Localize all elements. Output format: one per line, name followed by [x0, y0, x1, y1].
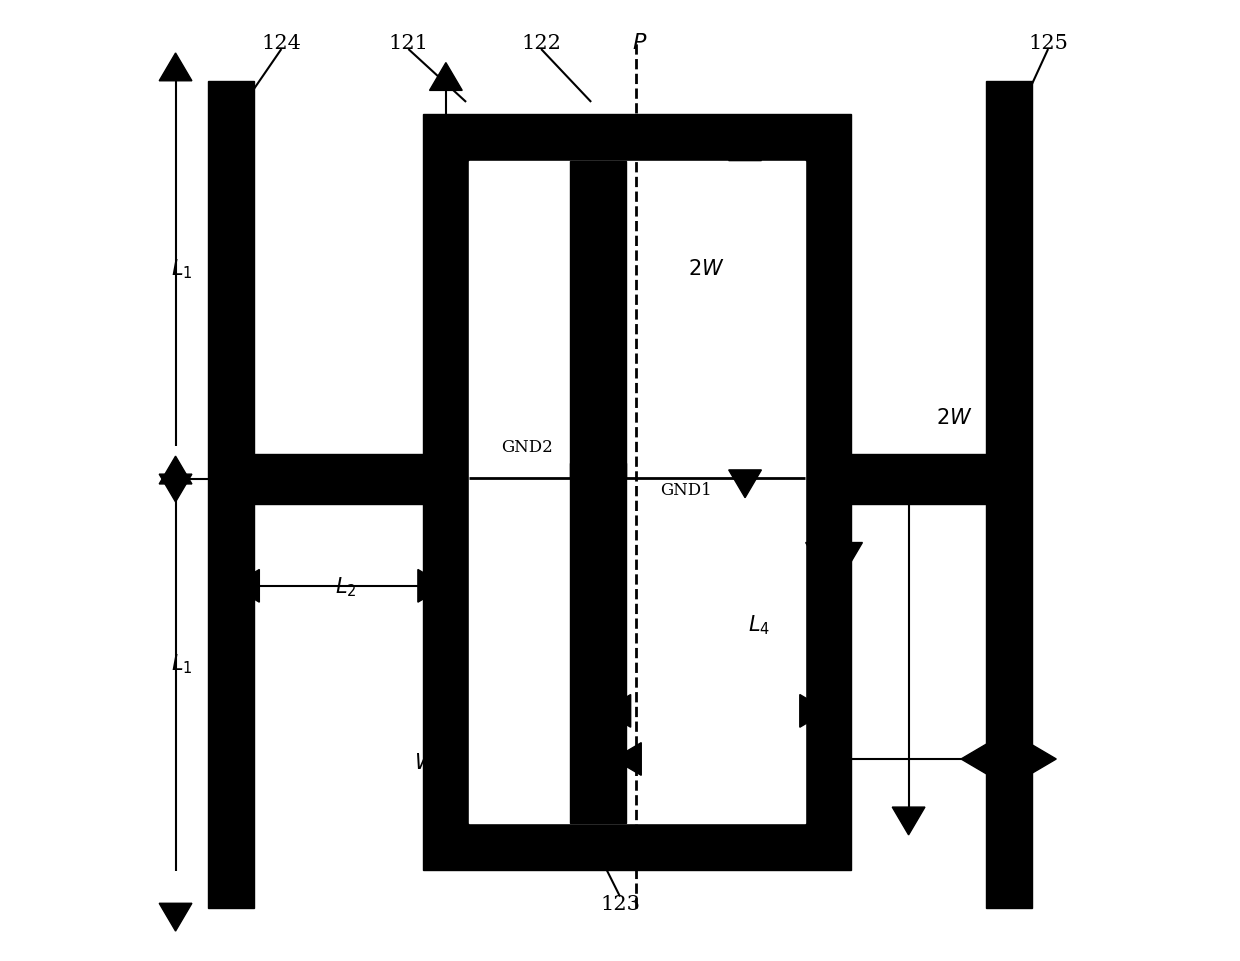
Polygon shape [418, 570, 445, 603]
Polygon shape [806, 543, 838, 571]
Polygon shape [1028, 743, 1056, 776]
Bar [469, 161, 805, 824]
Text: $L_1$: $L_1$ [171, 258, 192, 281]
Bar [570, 161, 626, 479]
Text: $L_2$: $L_2$ [335, 575, 357, 598]
Polygon shape [232, 570, 259, 603]
Bar [254, 455, 438, 505]
Polygon shape [159, 456, 192, 484]
Text: $L_3$: $L_3$ [811, 762, 833, 785]
Polygon shape [729, 471, 761, 498]
Polygon shape [159, 54, 192, 82]
Polygon shape [429, 63, 463, 91]
Polygon shape [603, 695, 631, 727]
Bar [208, 82, 254, 908]
Text: 122: 122 [521, 34, 560, 53]
Text: 121: 121 [388, 34, 428, 53]
Bar [832, 455, 986, 505]
Text: $P$: $P$ [631, 33, 647, 54]
Polygon shape [429, 161, 463, 189]
Polygon shape [893, 807, 925, 835]
Bar [986, 82, 1032, 908]
Polygon shape [994, 431, 1023, 455]
Bar [570, 463, 626, 824]
Text: 123: 123 [600, 894, 640, 913]
Text: GND2: GND2 [501, 438, 553, 456]
Text: GND1: GND1 [661, 481, 712, 499]
Polygon shape [729, 134, 761, 161]
Polygon shape [830, 543, 863, 571]
Text: $W$: $W$ [414, 752, 438, 772]
Text: 124: 124 [262, 34, 301, 53]
Polygon shape [800, 695, 827, 727]
Text: $L_1$: $L_1$ [171, 652, 192, 675]
Text: 125: 125 [1028, 34, 1068, 53]
Polygon shape [893, 477, 925, 505]
Bar [423, 115, 851, 870]
Polygon shape [159, 903, 192, 931]
Text: $W$: $W$ [1004, 752, 1028, 772]
Polygon shape [432, 114, 460, 138]
Text: $L_4$: $L_4$ [749, 613, 770, 636]
Polygon shape [614, 743, 641, 776]
Text: $2W$: $2W$ [688, 259, 725, 279]
Polygon shape [994, 505, 1023, 529]
Polygon shape [961, 743, 988, 776]
Polygon shape [159, 475, 192, 503]
Text: $2W$: $2W$ [936, 408, 973, 428]
